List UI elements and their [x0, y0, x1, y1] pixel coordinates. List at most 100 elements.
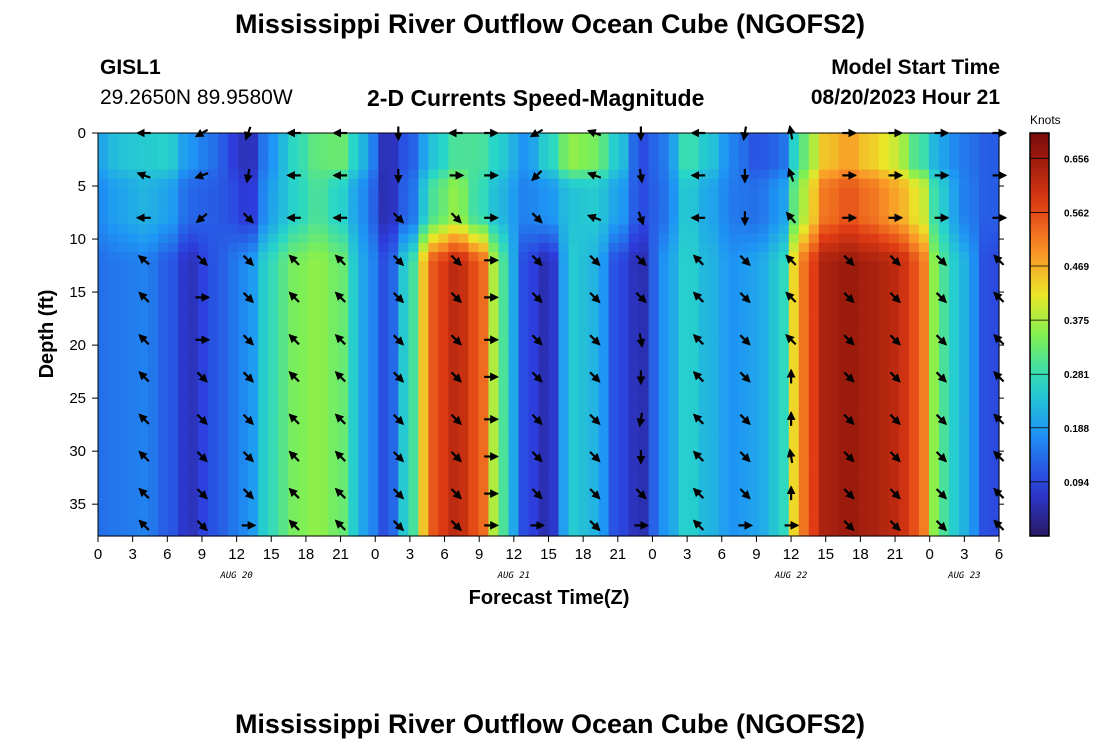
heat-cell	[988, 316, 1000, 326]
heat-cell	[578, 361, 590, 372]
heat-cell	[268, 416, 279, 427]
heat-cell	[678, 261, 690, 271]
heat-cell	[958, 481, 970, 491]
heat-cell	[368, 288, 379, 299]
heat-cell	[918, 481, 930, 491]
heat-cell	[978, 481, 990, 491]
heat-cell	[468, 380, 480, 391]
heat-cell	[798, 206, 810, 217]
heat-cell	[898, 490, 910, 500]
heat-cell	[178, 426, 189, 436]
heat-cell	[328, 307, 339, 317]
heat-cell	[738, 526, 750, 537]
heat-cell	[108, 224, 119, 235]
heat-cell	[668, 151, 680, 162]
heat-cell	[198, 407, 209, 418]
heat-cell	[188, 490, 199, 500]
heat-cell	[448, 151, 459, 162]
heat-cell	[868, 160, 880, 171]
current-arrow	[589, 520, 601, 532]
heat-cell	[748, 297, 760, 308]
heat-cell	[278, 178, 289, 189]
heat-cell	[778, 206, 790, 217]
heat-cell	[708, 288, 720, 299]
heat-cell	[458, 435, 470, 446]
heat-cell	[358, 407, 369, 418]
heat-cell	[428, 316, 439, 326]
heat-cell	[738, 407, 750, 418]
heat-cell	[408, 398, 419, 409]
current-arrow	[531, 334, 543, 346]
heat-cell	[588, 481, 600, 491]
heat-cell	[468, 242, 480, 253]
heat-cell	[318, 481, 329, 491]
heat-cell	[338, 307, 349, 317]
heat-cell	[738, 361, 750, 372]
heat-cell	[188, 133, 199, 143]
heat-cell	[828, 187, 840, 198]
heat-cell	[328, 508, 339, 519]
heat-cell	[548, 142, 560, 152]
heat-cell	[598, 206, 610, 217]
heat-cell	[458, 517, 470, 528]
heat-cell	[268, 481, 279, 491]
heat-cell	[608, 178, 620, 189]
heat-cell	[688, 316, 700, 326]
heat-cell	[238, 517, 249, 528]
heat-cell	[808, 133, 820, 143]
heat-cell	[648, 151, 660, 162]
heat-cell	[518, 261, 530, 271]
heat-cell	[378, 517, 389, 528]
heat-cell	[708, 187, 720, 198]
heat-cell	[318, 307, 329, 317]
heat-cell	[818, 453, 830, 464]
heat-cell	[638, 481, 650, 491]
heat-cell	[408, 307, 419, 317]
heat-cell	[348, 206, 359, 217]
heat-cell	[308, 334, 319, 345]
heat-cell	[988, 380, 1000, 391]
heat-cell	[758, 142, 770, 152]
heat-cell	[558, 151, 570, 162]
current-arrow	[288, 487, 300, 499]
heat-cell	[168, 252, 179, 262]
heat-cell	[488, 279, 500, 290]
heat-cell	[808, 270, 820, 281]
heat-cell	[98, 508, 109, 519]
heat-cell	[258, 279, 269, 290]
heat-cell	[338, 242, 349, 253]
heat-cell	[718, 508, 730, 519]
heat-cell	[628, 224, 640, 235]
heat-cell	[388, 453, 399, 464]
current-arrow	[589, 334, 601, 346]
heat-cell	[508, 471, 520, 482]
heat-cell	[788, 316, 800, 326]
heat-cell	[558, 517, 570, 528]
heat-cell	[438, 261, 449, 271]
heat-cell	[498, 279, 510, 290]
heat-cell	[868, 187, 880, 198]
heat-cell	[928, 380, 940, 391]
heat-cell	[388, 325, 399, 336]
heat-cell	[178, 462, 189, 473]
heat-cell	[908, 316, 920, 326]
heat-cell	[368, 270, 379, 281]
heat-cell	[718, 444, 730, 455]
heat-cell	[908, 334, 920, 345]
heat-cell	[858, 453, 870, 464]
heat-cell	[488, 343, 500, 354]
heat-cell	[568, 142, 580, 152]
heat-cell	[288, 270, 299, 281]
colorbar-tick-label: 0.562	[1064, 208, 1089, 219]
heat-cell	[858, 297, 870, 308]
current-arrow	[138, 291, 150, 303]
heat-cell	[978, 444, 990, 455]
heat-cell	[278, 481, 289, 491]
heat-cell	[298, 462, 309, 473]
heat-cell	[968, 142, 980, 152]
heat-cell	[858, 334, 870, 345]
heat-cell	[648, 316, 660, 326]
heat-cell	[818, 325, 830, 336]
heat-cell	[488, 160, 500, 171]
heat-cell	[228, 252, 239, 262]
